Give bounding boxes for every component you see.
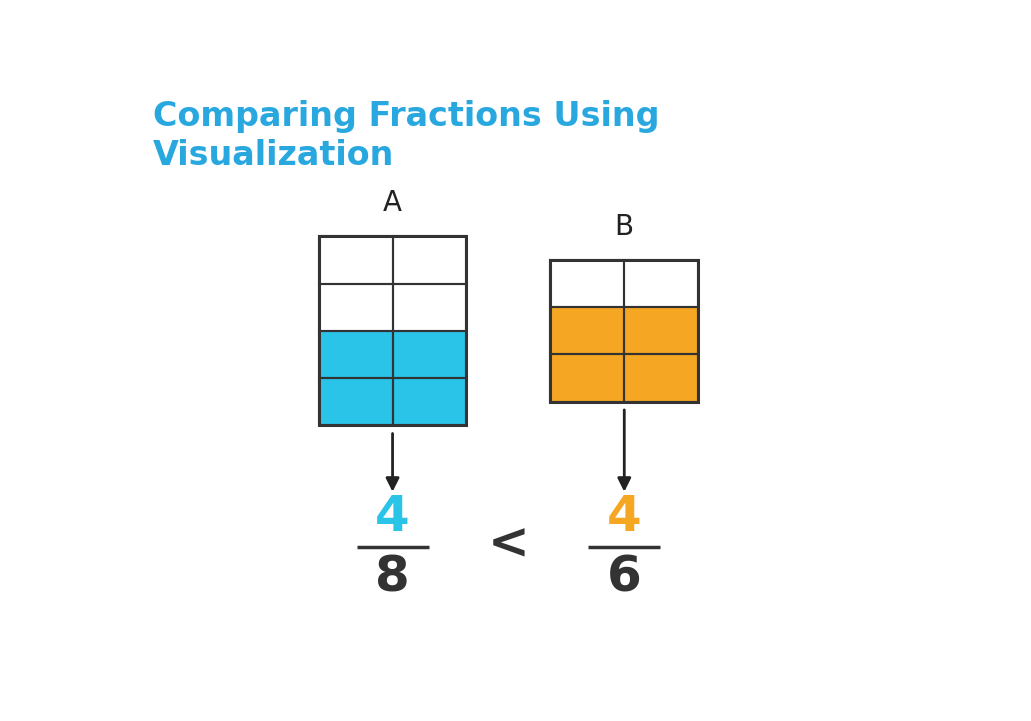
Bar	[319, 378, 393, 425]
Bar	[551, 355, 625, 402]
Bar	[551, 260, 698, 402]
Bar	[393, 236, 466, 283]
Bar	[624, 307, 698, 355]
Bar	[551, 307, 625, 355]
Text: 6: 6	[607, 554, 641, 602]
Bar	[624, 355, 698, 402]
Text: 4: 4	[375, 492, 410, 541]
Bar	[624, 355, 698, 402]
Bar	[319, 331, 393, 378]
Text: 4: 4	[607, 492, 641, 541]
Text: B: B	[614, 213, 634, 241]
Bar	[551, 355, 625, 402]
Bar	[624, 307, 698, 355]
Bar	[393, 283, 466, 331]
Text: Visualization: Visualization	[153, 139, 394, 172]
Bar	[393, 378, 466, 425]
Text: Comparing Fractions Using: Comparing Fractions Using	[153, 100, 660, 133]
Bar	[393, 378, 466, 425]
Bar	[551, 260, 625, 307]
Bar	[393, 331, 466, 378]
Bar	[393, 331, 466, 378]
Bar	[319, 236, 466, 425]
Bar	[624, 260, 698, 307]
Bar	[319, 378, 393, 425]
Bar	[319, 283, 393, 331]
Text: <: <	[488, 521, 529, 569]
Bar	[551, 307, 625, 355]
Bar	[319, 331, 393, 378]
Bar	[319, 236, 393, 283]
Text: A: A	[384, 189, 402, 217]
Text: 8: 8	[375, 554, 410, 602]
